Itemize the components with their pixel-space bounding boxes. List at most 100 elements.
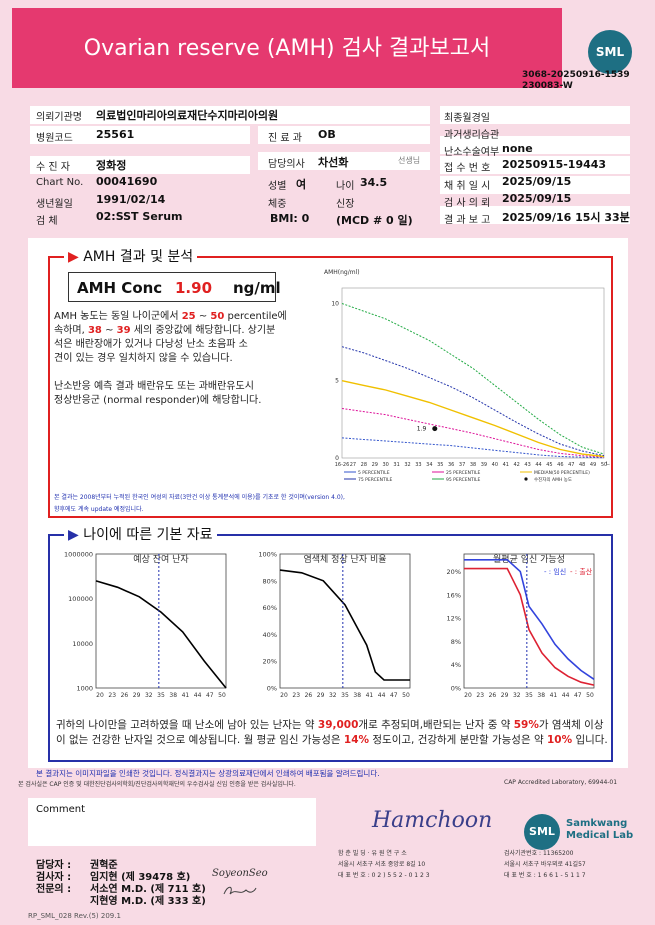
hospital-name: 의료법인마리아의료재단수지마리아의원 — [96, 109, 279, 122]
percentile-low: 25 — [181, 311, 196, 322]
amh-text: 세의 중앙값에 해당합니다. 상기분 — [133, 325, 276, 336]
amh-text: ~ — [198, 311, 208, 322]
x-tick-label: 47 — [574, 692, 582, 699]
footer-warning: 본 결과지는 이미지파일을 인쇄한 것입니다. 정식결과지는 상광의료재단에서 … — [36, 769, 380, 778]
info-bar — [30, 126, 250, 144]
y-tick-label: 0% — [451, 685, 461, 693]
in-charge: 권혁준 — [90, 860, 118, 871]
x-tick-label: 46 — [557, 462, 563, 468]
age-low: 38 — [87, 325, 102, 336]
x-tick-label: 44 — [378, 692, 386, 699]
legend-label: - : 임신 — [544, 567, 566, 576]
amh-note: 향후에도 계속 update 예정입니다. — [54, 506, 144, 513]
x-tick-label: 45 — [546, 462, 552, 468]
amh-result-box: AMH Conc 1.90 ng/ml — [68, 272, 281, 302]
collect: 2025/09/15 — [502, 175, 572, 188]
amh-text: 정상반응군 (normal responder)에 해당합니다. — [54, 395, 262, 406]
x-tick-label: 29 — [501, 692, 509, 699]
doctor-label: 담당의사 — [268, 159, 305, 170]
doctor-suffix: 선생님 — [398, 156, 421, 165]
x-tick-label: 27 — [350, 462, 356, 468]
x-tick-label: 26 — [489, 692, 497, 699]
x-tick-label: 43 — [524, 462, 530, 468]
chart-label: Chart No. — [36, 177, 84, 188]
birth-label: 생년월일 — [36, 199, 73, 210]
summary-text: 귀하의 나이만을 고려하였을 때 난소에 남아 있는 난자는 약 — [56, 719, 315, 731]
legend-label: 5 PERCENTILE — [358, 470, 390, 476]
series-line — [464, 567, 595, 686]
y-tick-label: 4% — [451, 661, 461, 669]
specialist-1: 서소연 M.D. (제 711 호) — [90, 884, 206, 895]
tester-label: 검사자 : — [36, 872, 72, 883]
info-bar — [440, 106, 630, 124]
height-label: 신장 — [336, 199, 355, 210]
chart-title: 염색체 정상 난자 비율 — [303, 554, 386, 565]
legend-label: 95 PERCENTILE — [446, 477, 481, 483]
y-axis-label: AMH(ng/ml) — [324, 269, 360, 276]
info-bar — [258, 126, 430, 144]
pregnancy-pct: 14% — [343, 734, 370, 746]
signature-mark — [223, 886, 257, 895]
x-tick-label: 28 — [361, 462, 367, 468]
footer-cap: 본 검사실은 CAP 인증 및 대한진단검사의학회/진단검사의학재단의 우수검사… — [18, 781, 296, 788]
bmi: BMI: 0 — [270, 212, 310, 225]
x-tick-label: 35 — [341, 692, 349, 699]
x-tick-label: 31 — [393, 462, 399, 468]
chart-title: 예상 잔여 난자 — [133, 553, 189, 565]
amh-text: 속하며, — [54, 325, 85, 336]
test-date: 2025/09/15 — [502, 192, 572, 205]
x-tick-label: 26 — [305, 692, 313, 699]
hospital-label: 의뢰기관명 — [36, 112, 82, 123]
amh-section-text: AMH 결과 및 분석 — [83, 249, 194, 265]
hc-addr-line: 함 춘 빌 딩 · 유 원 연 구 소 — [338, 850, 407, 857]
x-tick-label: 16-26 — [335, 462, 350, 468]
x-tick-label: 38 — [169, 692, 177, 699]
doctor: 차선화 — [318, 156, 349, 169]
y-tick-label: 1000 — [76, 685, 93, 693]
summary-text: 정도이고, 건강하게 분만할 가능성은 약 — [372, 734, 544, 746]
x-tick-label: 29 — [317, 692, 325, 699]
chromosome-chart: 염색체 정상 난자 비율 100% 80% 60% 40% 20% 0%20 23 26 29 32… — [258, 551, 411, 699]
hospital-code: 25561 — [96, 128, 135, 141]
specimen: 02:SST Serum — [96, 210, 183, 223]
amh-note: 본 결과는 2008년부터 누적된 한국인 여성의 자료(3만건 이상 통계분석… — [54, 494, 345, 501]
history-label: 과거생리습관 — [444, 130, 500, 141]
x-tick-label: 32 — [404, 462, 410, 468]
y-tick-label: 8% — [451, 638, 461, 646]
normal-pct: 59% — [513, 719, 539, 731]
series-line — [464, 559, 595, 680]
report-date: 2025/09/16 15시 33분 — [502, 211, 630, 224]
hc-addr-line: 서울시 서초구 서초 중앙로 8길 10 — [338, 861, 426, 868]
y-tick-label: 1000000 — [64, 551, 93, 559]
sml-addr-line: 검사기관번호 : 11365200 — [504, 850, 574, 857]
info-bar — [258, 152, 430, 170]
dept: OB — [318, 128, 336, 141]
oocyte-count: 39,000 — [317, 719, 359, 731]
report-header: Ovarian reserve (AMH) 검사 결과보고서 — [12, 8, 562, 88]
x-tick-label: 41 — [366, 692, 374, 699]
pregnancy-chart: 월평균 임신 가능성 20% 16% 12% 8% 4% 0%20 23 26 29 32 35 38 4… — [447, 553, 595, 699]
specialist-label: 전문의 : — [36, 884, 72, 895]
series-line — [341, 437, 605, 459]
legend-label: 75 PERCENTILE — [358, 477, 393, 483]
comment-label: Comment — [36, 804, 85, 815]
collect-label: 채 취 일 시 — [444, 181, 491, 192]
y-tick-label: 60% — [263, 604, 277, 612]
x-tick-label: 49 — [590, 462, 596, 468]
x-tick-label: 38 — [537, 692, 545, 699]
x-tick-label: 29 — [133, 692, 141, 699]
sml-logo: SML — [588, 30, 632, 74]
x-axis-label: 나이 — [606, 460, 610, 468]
percentile-high: 50 — [210, 311, 225, 322]
legend-label: MEDIAN(50 PERCENTILE) — [534, 470, 590, 476]
sml-name: Samkwang — [566, 818, 628, 829]
patient-marker — [432, 426, 438, 432]
y-tick-label: 100% — [258, 551, 277, 559]
chart-no: 00041690 — [96, 175, 158, 188]
x-tick-label: 37 — [459, 462, 465, 468]
age-label: 나이 — [336, 181, 355, 192]
info-bar — [30, 156, 250, 174]
hospital-code-label: 병원코드 — [36, 133, 73, 144]
x-tick-label: 32 — [329, 692, 337, 699]
x-tick-label: 47 — [390, 692, 398, 699]
